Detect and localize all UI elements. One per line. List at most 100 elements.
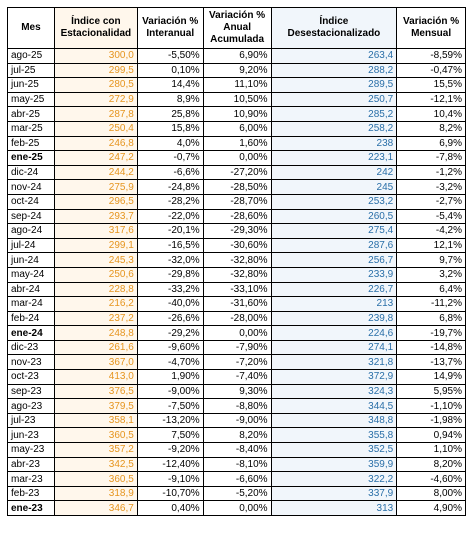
cell-variacion-mensual: -14,8%: [396, 339, 466, 356]
cell-variacion-interanual: -29,8%: [136, 266, 204, 283]
cell-variacion-mensual: 3,2%: [396, 266, 466, 283]
cell-indice-desestacionalizado: 348,8: [270, 412, 398, 429]
cell-variacion-interanual: -6,6%: [136, 164, 204, 181]
cell-variacion-mensual: 4,90%: [396, 500, 466, 516]
cell-variacion-mensual: -13,7%: [396, 354, 466, 371]
cell-indice-desestacionalizado: 242: [270, 164, 398, 181]
table-row: ene-24 248,8 -29,2% 0,00% 224,6 -19,7%: [7, 325, 466, 341]
cell-variacion-interanual: -26,6%: [136, 310, 204, 327]
cell-mes: feb-24: [7, 310, 55, 327]
cell-variacion-anual-acumulada: 9,30%: [202, 383, 272, 400]
cell-variacion-mensual: 8,00%: [396, 485, 466, 502]
cell-indice-desestacionalizado: 238: [270, 135, 398, 152]
table-row: jun-24 245,3 -32,0% -32,80% 256,7 9,7%: [7, 252, 466, 268]
header-variacion-mensual: Variación % Mensual: [396, 7, 466, 49]
cell-indice-estacionalidad: 287,8: [53, 106, 138, 122]
cell-indice-estacionalidad: 228,8: [53, 281, 138, 298]
cell-indice-desestacionalizado: 250,7: [270, 91, 398, 108]
cell-indice-estacionalidad: 379,5: [53, 398, 138, 414]
table-row: oct-24 296,5 -28,2% -28,70% 253,2 -2,7%: [7, 193, 466, 210]
cell-indice-desestacionalizado: 274,1: [270, 339, 398, 356]
cell-variacion-anual-acumulada: 0,00%: [202, 500, 272, 516]
table-row: jun-25 280,5 14,4% 11,10% 289,5 15,5%: [7, 77, 466, 93]
cell-mes: ago-25: [7, 48, 55, 64]
cell-variacion-mensual: 14,9%: [396, 369, 466, 385]
cell-variacion-mensual: 5,95%: [396, 383, 466, 400]
cell-variacion-anual-acumulada: 10,90%: [202, 106, 272, 122]
cell-variacion-anual-acumulada: -33,10%: [202, 281, 272, 298]
cell-variacion-anual-acumulada: 11,10%: [202, 77, 272, 93]
cell-mes: abr-23: [7, 456, 55, 473]
cell-indice-estacionalidad: 248,8: [53, 325, 138, 341]
data-table: Mes Índice con Estacionalidad Variación …: [7, 7, 466, 516]
cell-indice-estacionalidad: 250,6: [53, 266, 138, 283]
cell-indice-estacionalidad: 360,5: [53, 427, 138, 444]
cell-mes: ene-24: [7, 325, 55, 341]
cell-variacion-anual-acumulada: -30,60%: [202, 237, 272, 254]
cell-mes: jun-24: [7, 252, 55, 268]
cell-variacion-interanual: -9,00%: [136, 383, 204, 400]
cell-mes: jun-23: [7, 427, 55, 444]
cell-indice-desestacionalizado: 355,8: [270, 427, 398, 444]
cell-mes: dic-24: [7, 164, 55, 181]
cell-indice-estacionalidad: 250,4: [53, 120, 138, 137]
cell-variacion-mensual: 15,5%: [396, 77, 466, 93]
cell-variacion-mensual: 10,4%: [396, 106, 466, 122]
cell-indice-desestacionalizado: 321,8: [270, 354, 398, 371]
cell-variacion-mensual: 12,1%: [396, 237, 466, 254]
cell-indice-desestacionalizado: 260,5: [270, 208, 398, 225]
cell-mes: abr-24: [7, 281, 55, 298]
cell-variacion-interanual: -0,7%: [136, 150, 204, 166]
cell-indice-estacionalidad: 245,3: [53, 252, 138, 268]
cell-variacion-mensual: -1,10%: [396, 398, 466, 414]
header-variacion-interanual: Variación % Interanual: [136, 7, 204, 49]
cell-variacion-anual-acumulada: -7,90%: [202, 339, 272, 356]
cell-variacion-interanual: -12,40%: [136, 456, 204, 473]
cell-mes: mar-23: [7, 471, 55, 487]
table-row: ago-23 379,5 -7,50% -8,80% 344,5 -1,10%: [7, 398, 466, 414]
header-indice-estacionalidad: Índice con Estacionalidad: [53, 7, 138, 49]
cell-indice-desestacionalizado: 233,9: [270, 266, 398, 283]
cell-mes: may-25: [7, 91, 55, 108]
cell-variacion-anual-acumulada: -28,50%: [202, 179, 272, 195]
cell-variacion-interanual: 25,8%: [136, 106, 204, 122]
cell-variacion-anual-acumulada: 0,00%: [202, 150, 272, 166]
cell-indice-desestacionalizado: 322,2: [270, 471, 398, 487]
cell-variacion-interanual: 4,0%: [136, 135, 204, 152]
cell-indice-desestacionalizado: 239,8: [270, 310, 398, 327]
cell-variacion-anual-acumulada: -28,00%: [202, 310, 272, 327]
cell-variacion-mensual: -1,98%: [396, 412, 466, 429]
cell-indice-estacionalidad: 317,6: [53, 223, 138, 239]
cell-indice-estacionalidad: 261,6: [53, 339, 138, 356]
cell-variacion-interanual: -33,2%: [136, 281, 204, 298]
cell-mes: ene-25: [7, 150, 55, 166]
table-row: abr-24 228,8 -33,2% -33,10% 226,7 6,4%: [7, 281, 466, 298]
cell-mes: ago-24: [7, 223, 55, 239]
cell-variacion-interanual: -9,10%: [136, 471, 204, 487]
cell-mes: abr-25: [7, 106, 55, 122]
cell-indice-desestacionalizado: 288,2: [270, 62, 398, 79]
cell-variacion-anual-acumulada: 0,00%: [202, 325, 272, 341]
cell-indice-desestacionalizado: 224,6: [270, 325, 398, 341]
cell-indice-desestacionalizado: 359,9: [270, 456, 398, 473]
cell-indice-estacionalidad: 360,5: [53, 471, 138, 487]
cell-variacion-interanual: 15,8%: [136, 120, 204, 137]
cell-indice-estacionalidad: 280,5: [53, 77, 138, 93]
cell-indice-estacionalidad: 296,5: [53, 193, 138, 210]
cell-variacion-mensual: -8,59%: [396, 48, 466, 64]
cell-indice-estacionalidad: 357,2: [53, 442, 138, 458]
cell-variacion-mensual: 8,2%: [396, 120, 466, 137]
table-row: feb-23 318,9 -10,70% -5,20% 337,9 8,00%: [7, 485, 466, 502]
cell-variacion-interanual: -4,70%: [136, 354, 204, 371]
cell-indice-estacionalidad: 247,2: [53, 150, 138, 166]
table-row: may-24 250,6 -29,8% -32,80% 233,9 3,2%: [7, 266, 466, 283]
header-row: Mes Índice con Estacionalidad Variación …: [7, 7, 466, 49]
cell-variacion-anual-acumulada: -27,20%: [202, 164, 272, 181]
cell-variacion-anual-acumulada: -7,40%: [202, 369, 272, 385]
cell-variacion-mensual: 6,4%: [396, 281, 466, 298]
cell-variacion-anual-acumulada: -6,60%: [202, 471, 272, 487]
cell-variacion-mensual: -1,2%: [396, 164, 466, 181]
cell-variacion-interanual: -28,2%: [136, 193, 204, 210]
table-row: sep-23 376,5 -9,00% 9,30% 324,3 5,95%: [7, 383, 466, 400]
cell-variacion-mensual: -12,1%: [396, 91, 466, 108]
